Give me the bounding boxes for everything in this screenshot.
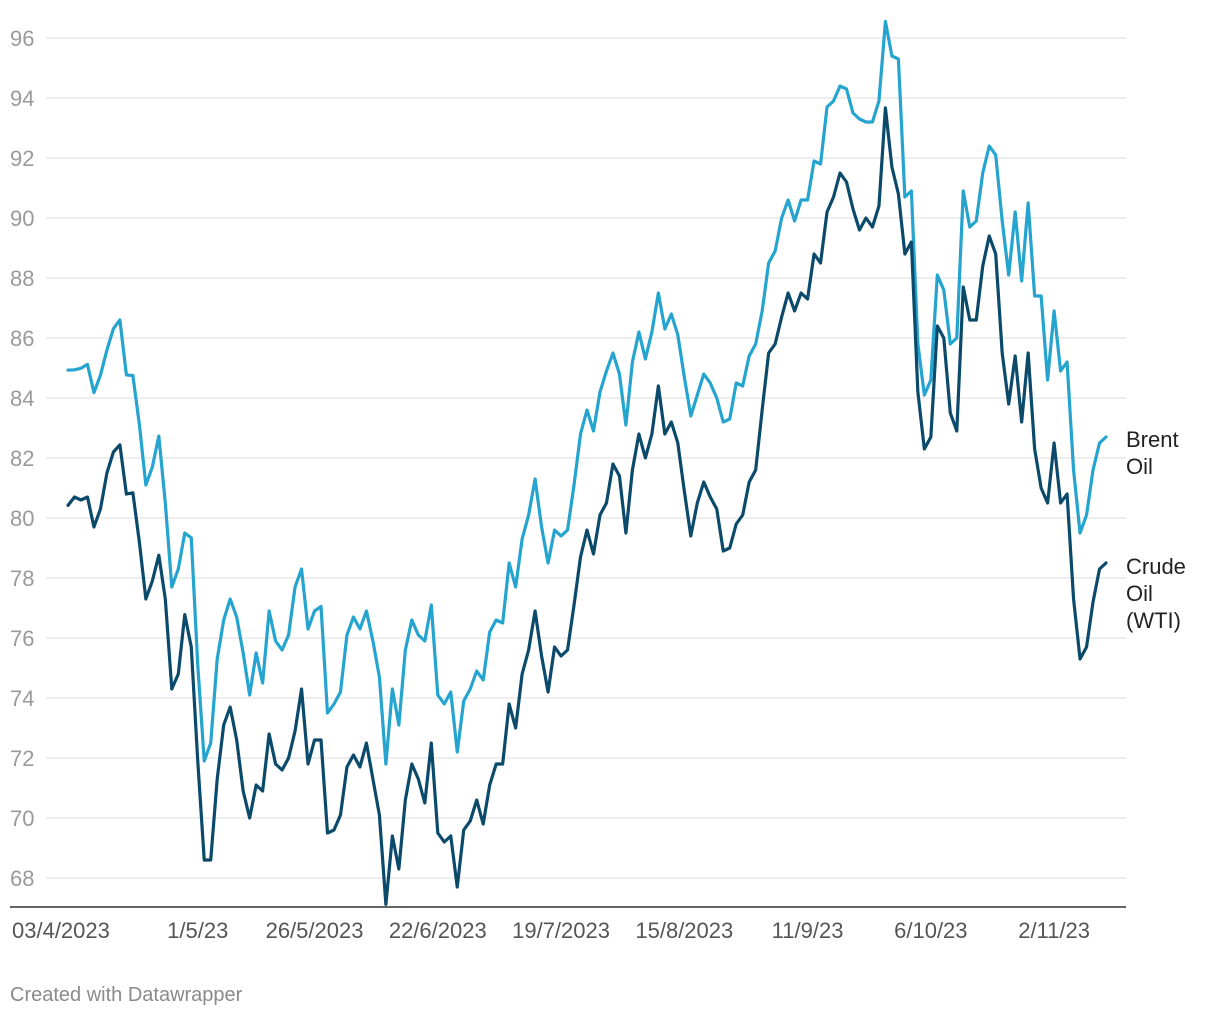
x-axis-tick-labels: 03/4/2023 1/5/23 26/5/2023 22/6/2023 19/7/20… — [12, 918, 1090, 943]
gridlines — [46, 37, 1126, 879]
y-tick-label-90: 90 — [10, 206, 34, 231]
y-tick-label-88: 88 — [10, 266, 34, 291]
line-chart: 68 70 72 74 76 78 80 82 84 86 88 90 92 94 96 03/4/2023… — [10, 19, 1186, 943]
y-axis-tick-labels: 68 70 72 74 76 78 80 82 84 86 88 90 92 94 96 — [10, 26, 34, 891]
y-tick-label-70: 70 — [10, 806, 34, 831]
x-tick-label-4: 19/7/2023 — [512, 918, 610, 943]
y-tick-label-80: 80 — [10, 506, 34, 531]
y-tick-label-68: 68 — [10, 866, 34, 891]
series-label-line: Brent — [1126, 427, 1179, 452]
x-tick-label-2: 26/5/2023 — [266, 918, 364, 943]
series-label-line: Crude — [1126, 554, 1186, 579]
y-tick-label-74: 74 — [10, 686, 34, 711]
x-tick-label-7: 6/10/23 — [894, 918, 967, 943]
series-label-line: (WTI) — [1126, 608, 1181, 633]
series-line-wti — [66, 106, 1108, 906]
series-lines — [66, 19, 1108, 906]
y-tick-label-96: 96 — [10, 26, 34, 51]
x-tick-label-3: 22/6/2023 — [389, 918, 487, 943]
y-tick-label-78: 78 — [10, 566, 34, 591]
x-tick-label-1: 1/5/23 — [167, 918, 228, 943]
y-tick-label-72: 72 — [10, 746, 34, 771]
y-tick-label-84: 84 — [10, 386, 34, 411]
x-tick-label-5: 15/8/2023 — [635, 918, 733, 943]
series-label-line: Oil — [1126, 581, 1153, 606]
y-tick-label-92: 92 — [10, 146, 34, 171]
y-tick-label-82: 82 — [10, 446, 34, 471]
y-tick-label-86: 86 — [10, 326, 34, 351]
y-tick-label-76: 76 — [10, 626, 34, 651]
series-line-brent — [66, 19, 1108, 766]
credit-text: Created with Datawrapper — [10, 984, 243, 1006]
x-tick-label-6: 11/9/23 — [772, 918, 844, 943]
series-label-brent: Brent Oil — [1126, 427, 1179, 479]
x-tick-label-0: 03/4/2023 — [12, 918, 110, 943]
x-tick-label-8: 2/11/23 — [1018, 918, 1090, 943]
series-label-line: Oil — [1126, 454, 1153, 479]
y-tick-label-94: 94 — [10, 86, 34, 111]
series-label-wti: Crude Oil (WTI) — [1126, 554, 1186, 633]
